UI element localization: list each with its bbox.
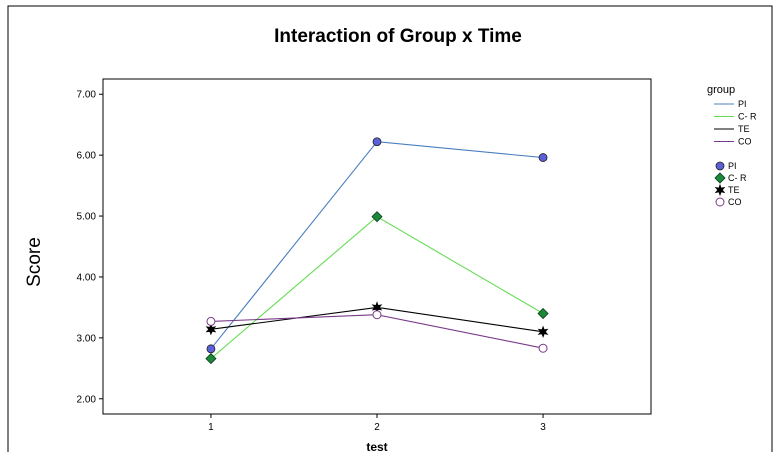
y-tick-label: 5.00	[77, 212, 97, 223]
x-axis-label: test	[366, 440, 387, 452]
y-tick-label: 2.00	[77, 394, 97, 405]
legend-line-label: PI	[738, 99, 747, 109]
y-tick-label: 4.00	[77, 272, 97, 283]
series-2	[205, 301, 549, 338]
data-point	[206, 344, 216, 354]
y-tick-label: 6.00	[77, 151, 97, 162]
legend-marker-label: C- R	[728, 173, 747, 183]
legend-marker-label: CO	[728, 197, 742, 207]
legend-marker-swatch	[715, 197, 725, 207]
y-tick-label: 7.00	[77, 90, 97, 101]
data-point	[206, 316, 216, 326]
chart-title: Interaction of Group x Time	[274, 26, 522, 47]
legend-line-label: CO	[738, 137, 752, 147]
data-point	[537, 325, 549, 338]
legend-title: group	[707, 84, 735, 96]
plot-area	[102, 78, 652, 415]
data-point	[372, 310, 382, 320]
x-axis: 1 2 3	[208, 414, 546, 433]
legend-marker-swatch	[714, 172, 726, 184]
data-point	[205, 353, 217, 365]
legend-line-label: C- R	[738, 112, 757, 122]
data-point	[372, 137, 382, 147]
legend-marker-label: TE	[728, 185, 740, 195]
y-axis: 2.00 3.00 4.00 5.00 6.00 7.00	[77, 90, 103, 405]
data-point	[538, 153, 548, 162]
data-point	[538, 343, 548, 353]
x-tick-label: 1	[208, 422, 214, 433]
series-3	[206, 310, 548, 353]
series-0	[206, 137, 548, 354]
data-point	[371, 211, 383, 223]
legend: group PI C- R TE CO PI C- R TE CO	[707, 84, 757, 207]
legend-line-label: TE	[738, 124, 750, 134]
legend-marker-swatch	[715, 161, 725, 171]
x-tick-label: 2	[374, 422, 380, 433]
data-point	[537, 307, 549, 320]
y-tick-label: 3.00	[77, 333, 97, 344]
series-1	[205, 211, 549, 365]
legend-marker-label: PI	[728, 161, 737, 171]
x-tick-label: 3	[540, 422, 546, 433]
data-point	[205, 323, 217, 336]
legend-marker-swatch	[714, 183, 726, 197]
series-layer	[205, 137, 549, 365]
y-axis-label: Score	[24, 237, 45, 287]
